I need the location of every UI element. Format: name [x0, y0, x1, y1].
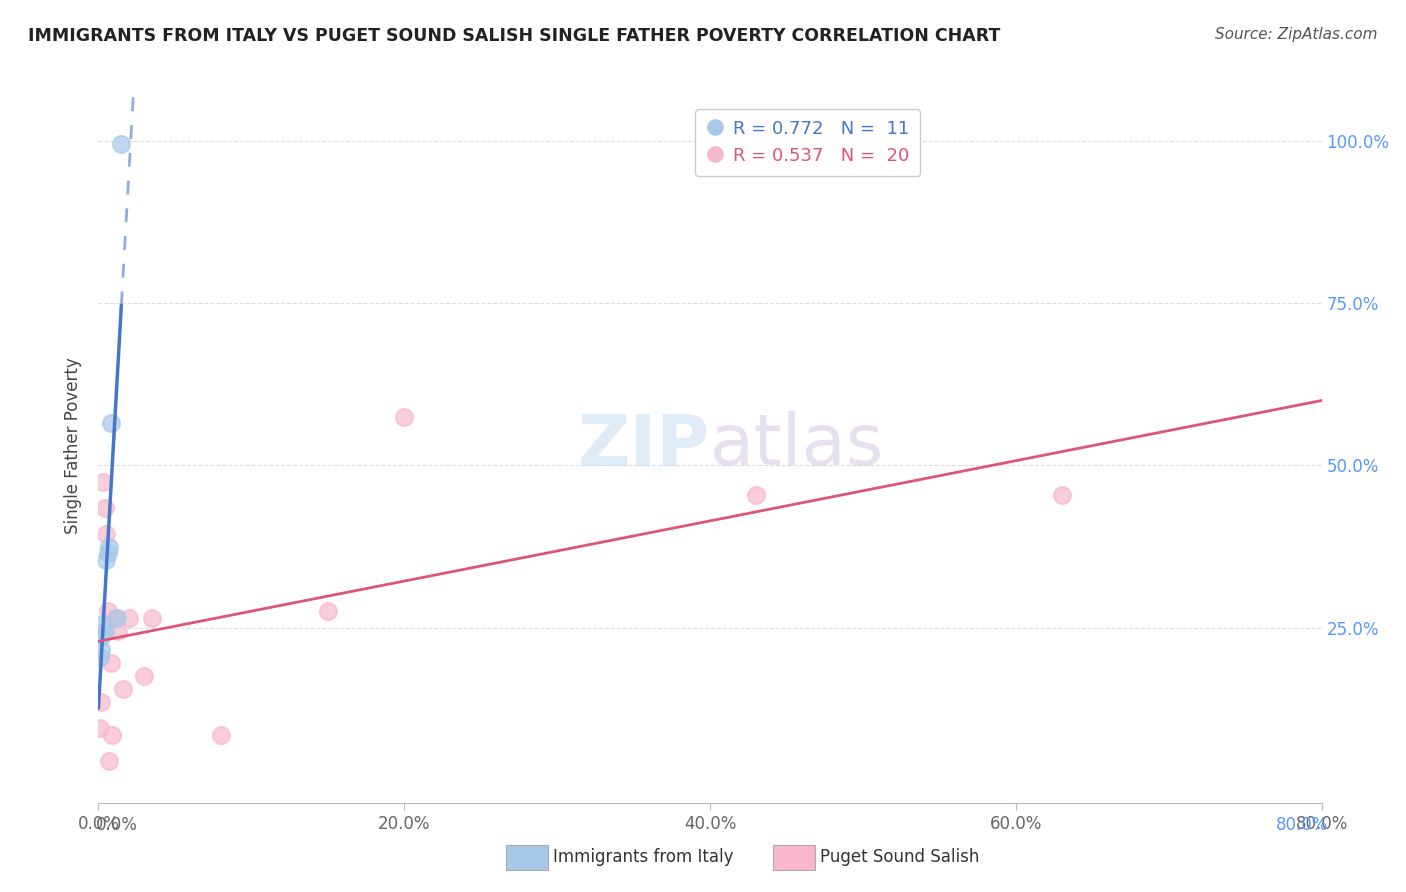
- Text: IMMIGRANTS FROM ITALY VS PUGET SOUND SALISH SINGLE FATHER POVERTY CORRELATION CH: IMMIGRANTS FROM ITALY VS PUGET SOUND SAL…: [28, 27, 1001, 45]
- Point: [94, 526, 117, 541]
- Point: [90, 643, 112, 657]
- Point: [93, 624, 115, 638]
- Point: [97, 604, 120, 618]
- Point: [91, 475, 114, 489]
- Text: Immigrants from Italy: Immigrants from Italy: [553, 848, 733, 866]
- Text: 0.0%: 0.0%: [96, 816, 138, 834]
- Point: [90, 631, 112, 645]
- Text: Puget Sound Salish: Puget Sound Salish: [820, 848, 979, 866]
- Point: [89, 649, 111, 664]
- Point: [91, 617, 114, 632]
- Point: [134, 669, 156, 683]
- Point: [101, 728, 124, 742]
- Point: [392, 409, 416, 424]
- Point: [97, 546, 120, 560]
- Legend: R = 0.772   N =  11, R = 0.537   N =  20: R = 0.772 N = 11, R = 0.537 N = 20: [696, 109, 921, 176]
- Point: [94, 552, 117, 566]
- Point: [93, 500, 115, 515]
- Point: [1050, 488, 1073, 502]
- Point: [111, 682, 134, 697]
- Y-axis label: Single Father Poverty: Single Father Poverty: [65, 358, 83, 534]
- Point: [100, 417, 122, 431]
- Text: atlas: atlas: [710, 411, 884, 481]
- Point: [110, 137, 132, 152]
- Point: [90, 695, 112, 709]
- Point: [98, 754, 121, 768]
- Point: [745, 488, 768, 502]
- Point: [104, 611, 127, 625]
- Text: ZIP: ZIP: [578, 411, 710, 481]
- Point: [89, 721, 111, 735]
- Point: [100, 657, 122, 671]
- Point: [118, 611, 141, 625]
- Point: [141, 611, 163, 625]
- Point: [316, 604, 339, 618]
- Point: [105, 611, 128, 625]
- Text: Source: ZipAtlas.com: Source: ZipAtlas.com: [1215, 27, 1378, 42]
- Point: [98, 540, 121, 554]
- Text: 80.0%: 80.0%: [1277, 816, 1329, 834]
- Point: [209, 728, 232, 742]
- Point: [107, 624, 129, 638]
